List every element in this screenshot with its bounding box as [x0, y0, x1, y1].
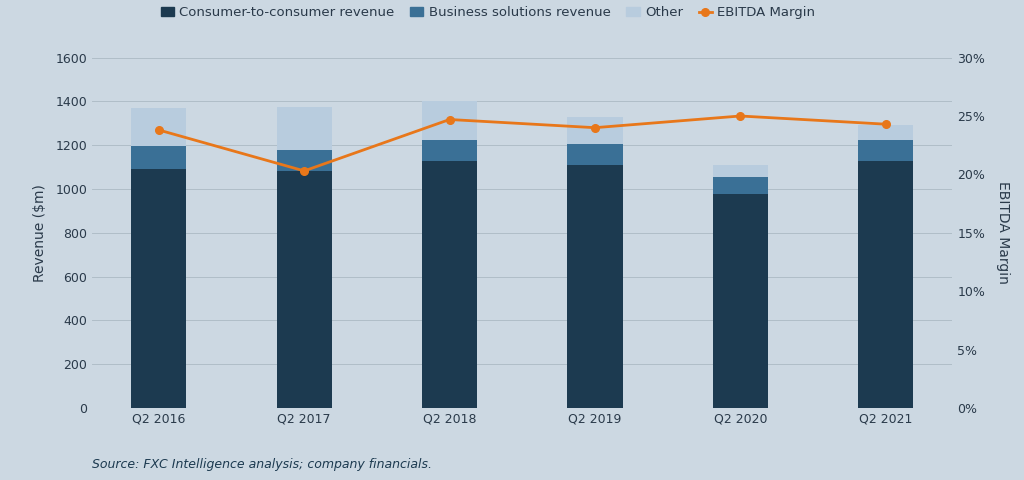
Bar — [713, 165, 768, 177]
Bar — [422, 140, 477, 160]
Bar — [567, 117, 623, 144]
Bar — [567, 144, 623, 165]
Bar — [276, 150, 332, 171]
Legend: Consumer-to-consumer revenue, Business solutions revenue, Other, EBITDA Margin: Consumer-to-consumer revenue, Business s… — [156, 1, 820, 24]
Bar — [858, 160, 913, 408]
Bar — [131, 146, 186, 169]
Y-axis label: Revenue ($m): Revenue ($m) — [33, 184, 47, 282]
Y-axis label: EBITDA Margin: EBITDA Margin — [996, 181, 1010, 284]
Bar — [131, 108, 186, 146]
Bar — [858, 125, 913, 140]
Bar — [713, 177, 768, 194]
Bar — [567, 165, 623, 408]
Bar — [713, 194, 768, 408]
Bar — [276, 171, 332, 408]
Bar — [422, 160, 477, 408]
Bar — [276, 107, 332, 150]
Bar — [422, 101, 477, 140]
Bar — [858, 140, 913, 160]
Bar — [131, 169, 186, 408]
Text: Source: FXC Intelligence analysis; company financials.: Source: FXC Intelligence analysis; compa… — [92, 458, 432, 471]
